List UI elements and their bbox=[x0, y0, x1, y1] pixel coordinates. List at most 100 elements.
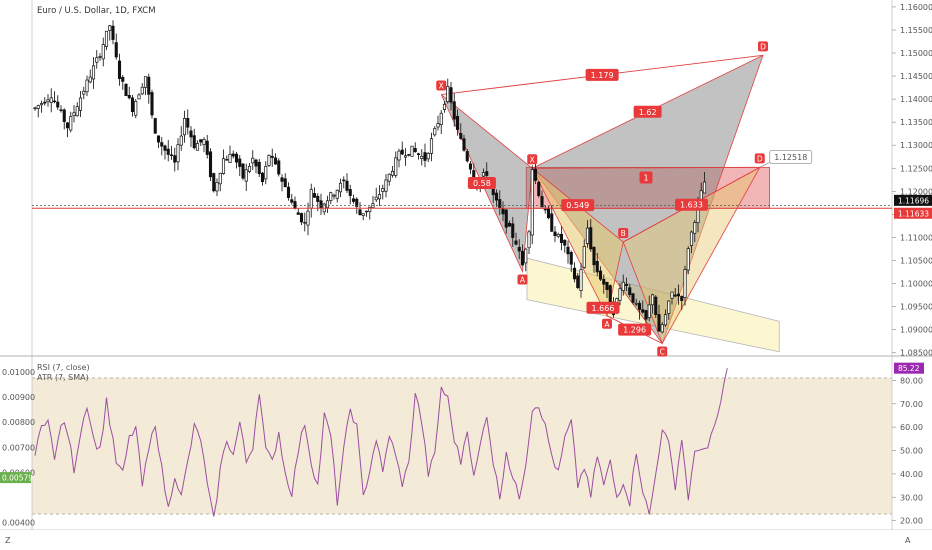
candle bbox=[670, 291, 674, 305]
candle bbox=[299, 212, 304, 226]
candle-body-down bbox=[605, 281, 609, 290]
candle bbox=[628, 283, 632, 298]
candle bbox=[238, 155, 242, 177]
harmonic-pattern-shapes bbox=[440, 54, 780, 353]
candle-body-down bbox=[459, 133, 463, 139]
candle-body-up bbox=[585, 227, 590, 244]
a-toggle[interactable]: A bbox=[905, 536, 911, 545]
candle bbox=[663, 309, 668, 327]
point-label: D bbox=[757, 154, 763, 163]
rsi-band-fill bbox=[32, 378, 892, 514]
pattern-point-a: A bbox=[602, 318, 612, 329]
candle bbox=[91, 57, 96, 89]
candle-body-down bbox=[462, 138, 466, 151]
candle bbox=[342, 176, 346, 189]
candle bbox=[452, 93, 456, 127]
candle-body-up bbox=[670, 291, 674, 299]
candle-body-down bbox=[65, 122, 70, 129]
candle-body-down bbox=[637, 303, 642, 310]
candle-body-down bbox=[173, 155, 177, 163]
candle-body-up bbox=[39, 103, 44, 106]
candle-body-up bbox=[134, 100, 138, 116]
candle bbox=[143, 76, 148, 96]
candle-body-up bbox=[91, 65, 96, 80]
candle-body-down bbox=[644, 310, 648, 320]
candle-body-down bbox=[465, 151, 469, 162]
candle-body-down bbox=[589, 227, 593, 250]
support-price-tag: 1.11633 bbox=[894, 207, 932, 219]
candle-body-up bbox=[420, 155, 424, 159]
candle bbox=[511, 217, 515, 247]
candle-body-down bbox=[189, 130, 193, 138]
candle bbox=[335, 189, 339, 203]
candle-body-down bbox=[312, 193, 317, 198]
candle bbox=[572, 262, 577, 283]
candle bbox=[358, 202, 362, 216]
ratio-label: 0.58 bbox=[473, 179, 491, 188]
candle bbox=[267, 154, 271, 168]
candle-body-up bbox=[202, 139, 206, 146]
candle-body-up bbox=[689, 231, 694, 246]
candle-body-down bbox=[517, 246, 521, 252]
candle-body-up bbox=[36, 105, 40, 109]
candle-body-up bbox=[394, 157, 398, 176]
candle-body-up bbox=[140, 86, 144, 95]
candle-body-down bbox=[631, 293, 635, 303]
candle-body-down bbox=[199, 139, 203, 143]
candle bbox=[39, 100, 44, 113]
candle bbox=[442, 101, 447, 113]
ratio-badge bbox=[561, 199, 595, 212]
callout-box bbox=[769, 150, 813, 164]
candle-body-up bbox=[530, 169, 534, 236]
candle-body-up bbox=[176, 144, 180, 163]
price-callout: 1.12518 bbox=[759, 150, 813, 168]
candle-body-down bbox=[241, 163, 245, 179]
atr-tick-label: 0.00700 bbox=[2, 443, 35, 452]
candle-body-up bbox=[667, 300, 671, 314]
candle-body-up bbox=[481, 172, 486, 177]
y-tick-label: 1.13500 bbox=[900, 118, 932, 127]
pattern-point-b: B bbox=[618, 228, 629, 239]
candle bbox=[202, 137, 206, 153]
y-tick-label: 1.12000 bbox=[900, 187, 932, 196]
candle-body-up bbox=[329, 192, 333, 201]
candle bbox=[338, 178, 343, 198]
candle-body-up bbox=[686, 248, 690, 271]
candle-body-up bbox=[247, 165, 252, 172]
point-label: X bbox=[439, 82, 444, 91]
indicator-pane bbox=[34, 368, 728, 517]
candle-body-up bbox=[556, 233, 560, 237]
candle-body-up bbox=[264, 166, 268, 180]
candle bbox=[582, 239, 586, 269]
candle bbox=[332, 193, 336, 200]
ratio-0.58: 0.58 bbox=[467, 177, 496, 190]
candle bbox=[468, 161, 473, 175]
candle-body-down bbox=[150, 92, 154, 116]
point-badge bbox=[618, 228, 629, 239]
candle bbox=[244, 163, 248, 191]
candle bbox=[634, 298, 638, 306]
candle bbox=[325, 195, 330, 214]
point-badge bbox=[657, 346, 668, 357]
candle-body-down bbox=[514, 240, 518, 245]
candle bbox=[33, 106, 37, 111]
candle bbox=[364, 210, 369, 217]
candle bbox=[598, 266, 603, 281]
candle-body-down bbox=[537, 181, 541, 196]
candle bbox=[46, 94, 50, 107]
ratio-label: 1.633 bbox=[680, 201, 703, 210]
candle-body-down bbox=[416, 153, 421, 155]
ratio-1.633: 1.633 bbox=[675, 198, 708, 211]
price-lines bbox=[32, 204, 892, 209]
candle bbox=[540, 190, 544, 208]
candle bbox=[111, 20, 115, 45]
ratio-badge bbox=[675, 198, 708, 211]
candle-body-up bbox=[634, 302, 638, 305]
z-toggle[interactable]: Z bbox=[5, 536, 11, 545]
candle-body-down bbox=[277, 160, 281, 175]
candle-body-down bbox=[231, 153, 235, 157]
ratio-1: 1 bbox=[639, 171, 653, 184]
candle-body-down bbox=[468, 163, 473, 170]
time-axis[interactable] bbox=[0, 530, 932, 550]
